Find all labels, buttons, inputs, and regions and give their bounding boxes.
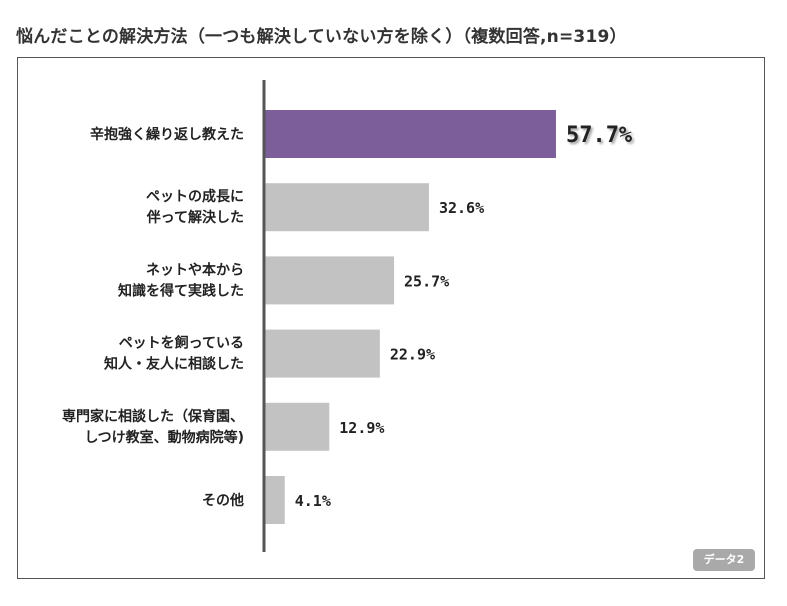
category-label-4-0: 専門家に相談した（保育園、 [62, 408, 244, 425]
bar-0 [264, 110, 556, 158]
category-label-2-0: ネットや本から [146, 261, 244, 278]
bar-5 [264, 476, 285, 524]
category-label-0-0: 辛抱強く繰り返し教えた [90, 126, 244, 143]
category-label-4-1: しつけ教室、動物病院等) [84, 429, 244, 446]
bar-1 [264, 183, 429, 232]
value-label-1: 32.6% [439, 199, 484, 217]
bar-2 [264, 256, 395, 305]
chart-title: 悩んだことの解決方法（一つも解決していない方を除く）（複数回答,n=319） [16, 27, 627, 47]
category-label-3-1: 知人・友人に相談した [104, 356, 244, 373]
value-label-5: 4.1% [295, 492, 331, 510]
value-label-4: 12.9% [339, 419, 384, 437]
bar-4 [264, 402, 330, 451]
category-label-2-1: 知識を得て実践した [118, 282, 244, 299]
bar-3 [264, 329, 380, 378]
data-badge: データ2 [693, 549, 755, 571]
value-label-2: 25.7% [404, 272, 449, 290]
category-label-1-0: ペットの成長に [146, 188, 244, 205]
chart-frame [17, 57, 765, 579]
category-label-1-1: 伴って解決した [146, 209, 244, 226]
value-label-3: 22.9% [390, 346, 435, 364]
category-label-3-0: ペットを飼っている [119, 335, 244, 352]
category-label-5-0: その他 [202, 492, 244, 509]
value-label-0: 57.7% [566, 123, 633, 148]
